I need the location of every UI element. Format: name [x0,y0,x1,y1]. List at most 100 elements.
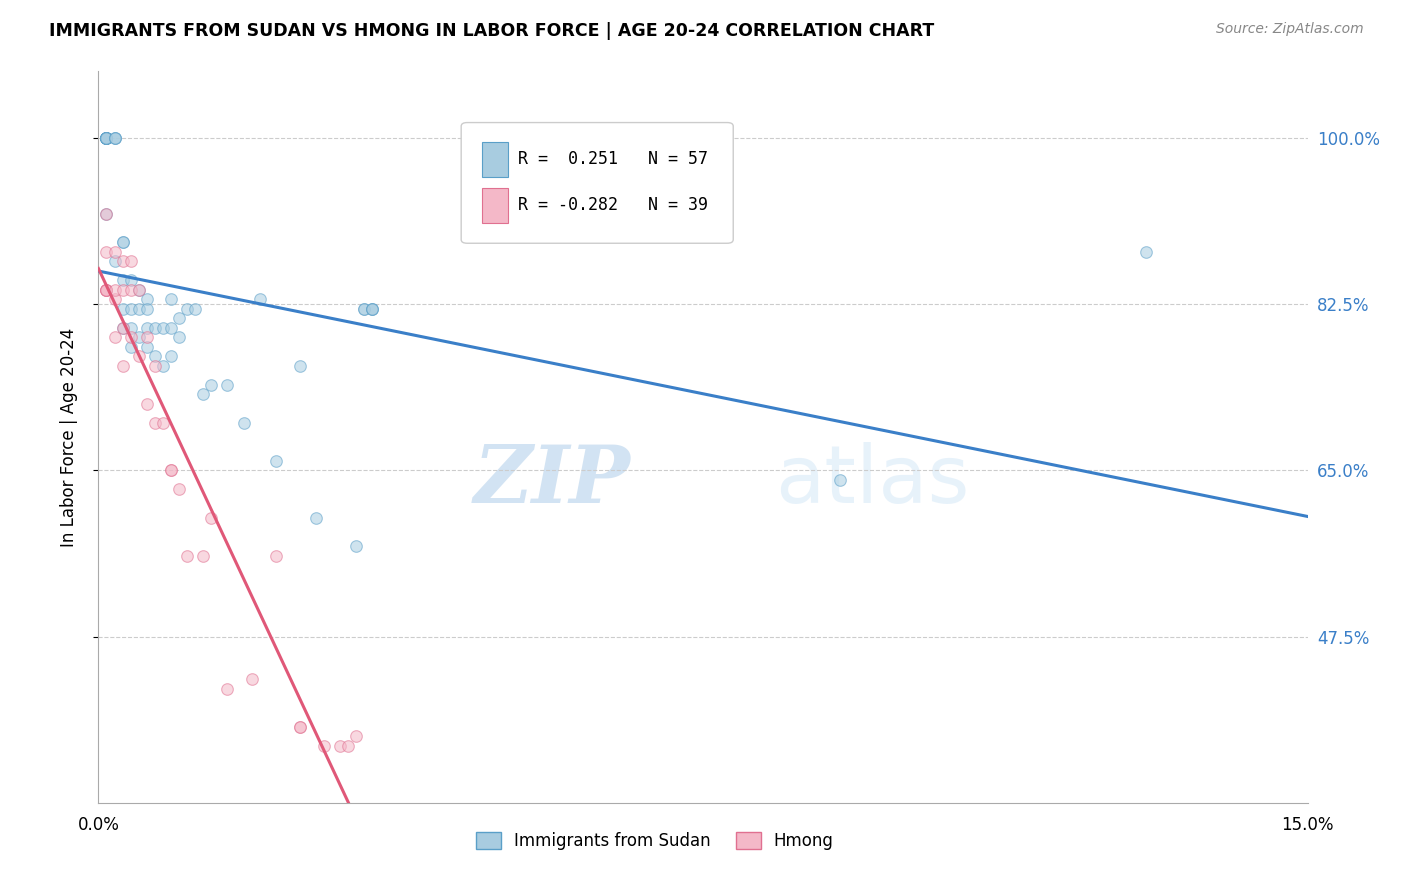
Point [103,131,125,145]
Point [1135,244,1157,259]
Point [143,349,166,363]
Point [120,321,142,335]
Point [344,729,367,743]
Text: ZIP: ZIP [474,442,630,520]
Point [143,359,166,373]
Point [120,273,142,287]
Point [103,283,125,297]
Point [96,131,118,145]
Point [111,283,134,297]
Point [96,283,118,297]
Point [176,301,198,316]
Point [120,283,142,297]
Point [111,273,134,287]
Point [143,416,166,430]
Point [160,463,183,477]
Point [193,549,215,563]
Point [111,254,134,268]
Point [96,283,118,297]
Point [111,235,134,250]
FancyBboxPatch shape [461,122,734,244]
Point [160,463,183,477]
Point [160,349,183,363]
Point [152,416,174,430]
Point [264,549,287,563]
Point [828,473,851,487]
Point [111,359,134,373]
Point [240,673,263,687]
Point [329,739,352,753]
Point [176,549,198,563]
Point [111,321,134,335]
Point [111,301,134,316]
Point [193,387,215,401]
Point [314,739,336,753]
Point [120,254,142,268]
Text: R =  0.251   N = 57: R = 0.251 N = 57 [517,150,709,168]
Point [344,539,367,553]
Point [288,720,311,734]
Point [200,511,222,525]
Point [135,330,157,344]
Bar [482,188,509,224]
Point [288,359,311,373]
Point [217,681,239,696]
Point [337,739,360,753]
Point [96,131,118,145]
Point [135,340,157,354]
Point [96,207,118,221]
Text: Source: ZipAtlas.com: Source: ZipAtlas.com [1216,22,1364,37]
Point [96,131,118,145]
Point [143,321,166,335]
Point [128,330,150,344]
Point [353,301,375,316]
Point [160,321,183,335]
Text: R = -0.282   N = 39: R = -0.282 N = 39 [517,196,709,214]
Point [96,283,118,297]
Point [96,207,118,221]
Point [96,131,118,145]
Point [167,330,190,344]
Point [305,511,328,525]
Point [135,397,157,411]
Legend: Immigrants from Sudan, Hmong: Immigrants from Sudan, Hmong [468,825,841,856]
Point [103,254,125,268]
Bar [482,143,509,178]
Point [200,377,222,392]
Point [128,283,150,297]
Point [217,377,239,392]
Point [96,131,118,145]
Point [128,301,150,316]
Point [103,244,125,259]
Point [160,293,183,307]
Point [120,301,142,316]
Point [96,131,118,145]
Point [152,321,174,335]
Point [96,131,118,145]
Point [96,283,118,297]
Point [103,131,125,145]
Text: atlas: atlas [776,442,970,520]
Point [111,321,134,335]
Text: IMMIGRANTS FROM SUDAN VS HMONG IN LABOR FORCE | AGE 20-24 CORRELATION CHART: IMMIGRANTS FROM SUDAN VS HMONG IN LABOR … [49,22,935,40]
Point [167,483,190,497]
Point [288,720,311,734]
Point [361,301,384,316]
Point [361,301,384,316]
Point [135,293,157,307]
Point [152,359,174,373]
Point [361,301,384,316]
Point [353,301,375,316]
Point [264,454,287,468]
Point [96,244,118,259]
Point [96,131,118,145]
Point [120,330,142,344]
Point [111,235,134,250]
Point [249,293,271,307]
Point [135,321,157,335]
Point [128,349,150,363]
Point [103,131,125,145]
Point [128,283,150,297]
Point [96,131,118,145]
Point [167,311,190,326]
